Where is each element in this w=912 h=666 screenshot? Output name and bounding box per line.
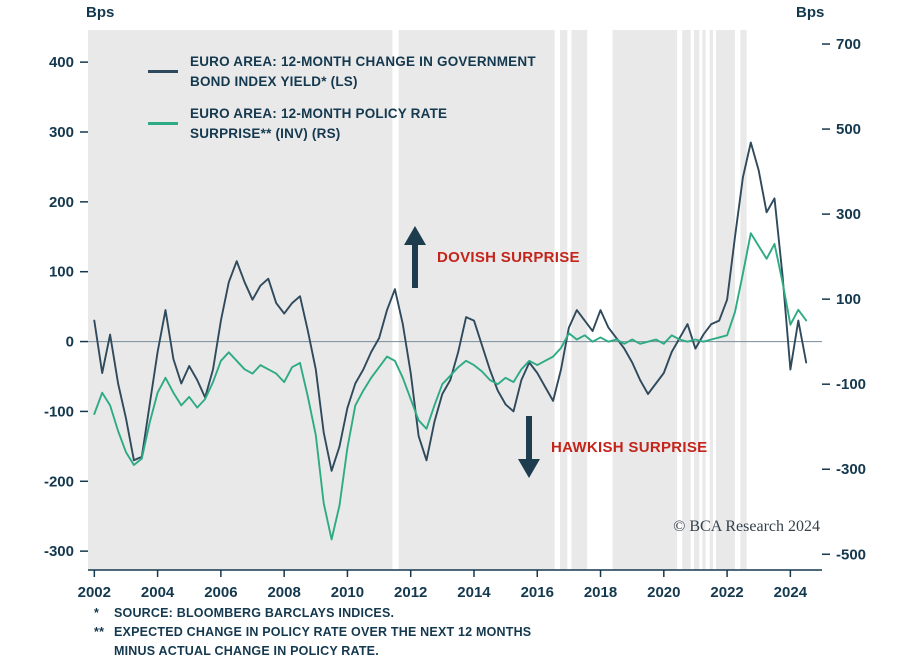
x-axis-tick-label: 2018 — [584, 584, 617, 601]
hawkish-surprise-text: HAWKISH SURPRISE — [551, 438, 708, 456]
right-axis-tick-label: 500 — [836, 121, 861, 138]
right-axis-tick-label: 300 — [836, 206, 861, 223]
footnote-marker: ** — [94, 624, 105, 639]
left-axis-tick-label: 400 — [49, 54, 74, 71]
series-line-bond-yield — [93, 141, 808, 472]
x-axis-tick-label: 2010 — [331, 584, 364, 601]
legend-label-line: SURPRISE** (INV) (RS) — [190, 125, 341, 141]
x-axis-tick-label: 2002 — [78, 584, 111, 601]
right-axis-unit-label: Bps — [796, 4, 825, 21]
right-axis-tick-label: -100 — [836, 376, 866, 393]
left-axis-tick-label: 100 — [49, 264, 74, 281]
shaded-band — [88, 30, 393, 570]
shaded-band — [612, 30, 678, 570]
shaded-band — [716, 30, 735, 570]
shaded-band — [740, 30, 747, 570]
footnote-text: SOURCE: BLOOMBERG BARCLAYS INDICES. — [114, 606, 395, 620]
x-axis-tick-label: 2016 — [521, 584, 554, 601]
copyright-notice: © BCA Research 2024 — [673, 518, 820, 535]
legend-label-policy-surprise: EURO AREA: 12-MONTH POLICY RATE SURPRISE… — [190, 104, 447, 143]
left-axis-tick-label: 0 — [66, 334, 74, 351]
footnote-text: EXPECTED CHANGE IN POLICY RATE OVER THE … — [114, 624, 532, 639]
left-axis-tick-label: 300 — [49, 124, 74, 141]
series-line-policy-surprise — [93, 232, 808, 541]
footnotes: * SOURCE: BLOOMBERG BARCLAYS INDICES. ** EX… — [94, 604, 531, 660]
x-axis-tick-label: 2012 — [394, 584, 427, 601]
x-axis-tick-label: 2022 — [710, 584, 743, 601]
up-arrow-icon — [404, 226, 426, 288]
legend-item-policy-surprise: EURO AREA: 12-MONTH POLICY RATE SURPRISE… — [148, 104, 536, 143]
shaded-band — [571, 30, 588, 570]
left-axis-tick-label: -100 — [44, 403, 74, 420]
dovish-surprise-text: DOVISH SURPRISE — [437, 248, 580, 266]
x-axis-tick-label: 2024 — [774, 584, 808, 601]
right-axis-tick-label: 700 — [836, 36, 861, 53]
hawkish-surprise-annotation: HAWKISH SURPRISE — [516, 416, 707, 478]
shaded-band — [693, 30, 700, 570]
left-axis-tick-label: -300 — [44, 543, 74, 560]
shaded-band — [560, 30, 568, 570]
dovish-surprise-annotation: DOVISH SURPRISE — [402, 226, 580, 288]
footnote-text: MINUS ACTUAL CHANGE IN POLICY RATE. — [114, 643, 379, 658]
legend-label-line: EURO AREA: 12-MONTH CHANGE IN GOVERNMENT — [190, 54, 536, 69]
legend-swatch-bond-yield — [148, 70, 178, 74]
x-axis-tick-label: 2004 — [141, 584, 175, 601]
shaded-band — [398, 30, 555, 570]
left-axis-tick-label: 200 — [49, 194, 74, 211]
footnote-line: MINUS ACTUAL CHANGE IN POLICY RATE. — [94, 642, 531, 661]
footnote-marker: * — [94, 606, 100, 620]
left-axis-unit-label: Bps — [86, 4, 115, 21]
footnote-line: ** EXPECTED CHANGE IN POLICY RATE OVER TH… — [94, 623, 531, 642]
right-axis-tick-label: -500 — [836, 546, 866, 563]
right-axis-tick-label: -300 — [836, 461, 866, 478]
shaded-band — [709, 30, 713, 570]
x-axis-tick-label: 2020 — [647, 584, 680, 601]
x-axis-tick-label: 2014 — [457, 584, 491, 601]
shaded-band — [682, 30, 691, 570]
footnote-line: * SOURCE: BLOOMBERG BARCLAYS INDICES. — [94, 604, 531, 623]
legend-swatch-policy-surprise — [148, 122, 178, 126]
shaded-band — [702, 30, 706, 570]
down-arrow-icon — [518, 416, 540, 478]
legend: EURO AREA: 12-MONTH CHANGE IN GOVERNMENT… — [148, 52, 536, 143]
x-axis-tick-label: 2008 — [267, 584, 300, 601]
left-axis-tick-label: -200 — [44, 473, 74, 490]
x-axis-tick-label: 2006 — [204, 584, 237, 601]
legend-label-bond-yield: EURO AREA: 12-MONTH CHANGE IN GOVERNMENT… — [190, 52, 536, 91]
legend-label-line: BOND INDEX YIELD* (LS) — [190, 73, 358, 89]
legend-label-line: EURO AREA: 12-MONTH POLICY RATE — [190, 106, 448, 122]
legend-item-bond-yield: EURO AREA: 12-MONTH CHANGE IN GOVERNMENT… — [148, 52, 536, 91]
right-axis-tick-label: 100 — [836, 291, 861, 308]
footnote-marker — [94, 642, 114, 661]
